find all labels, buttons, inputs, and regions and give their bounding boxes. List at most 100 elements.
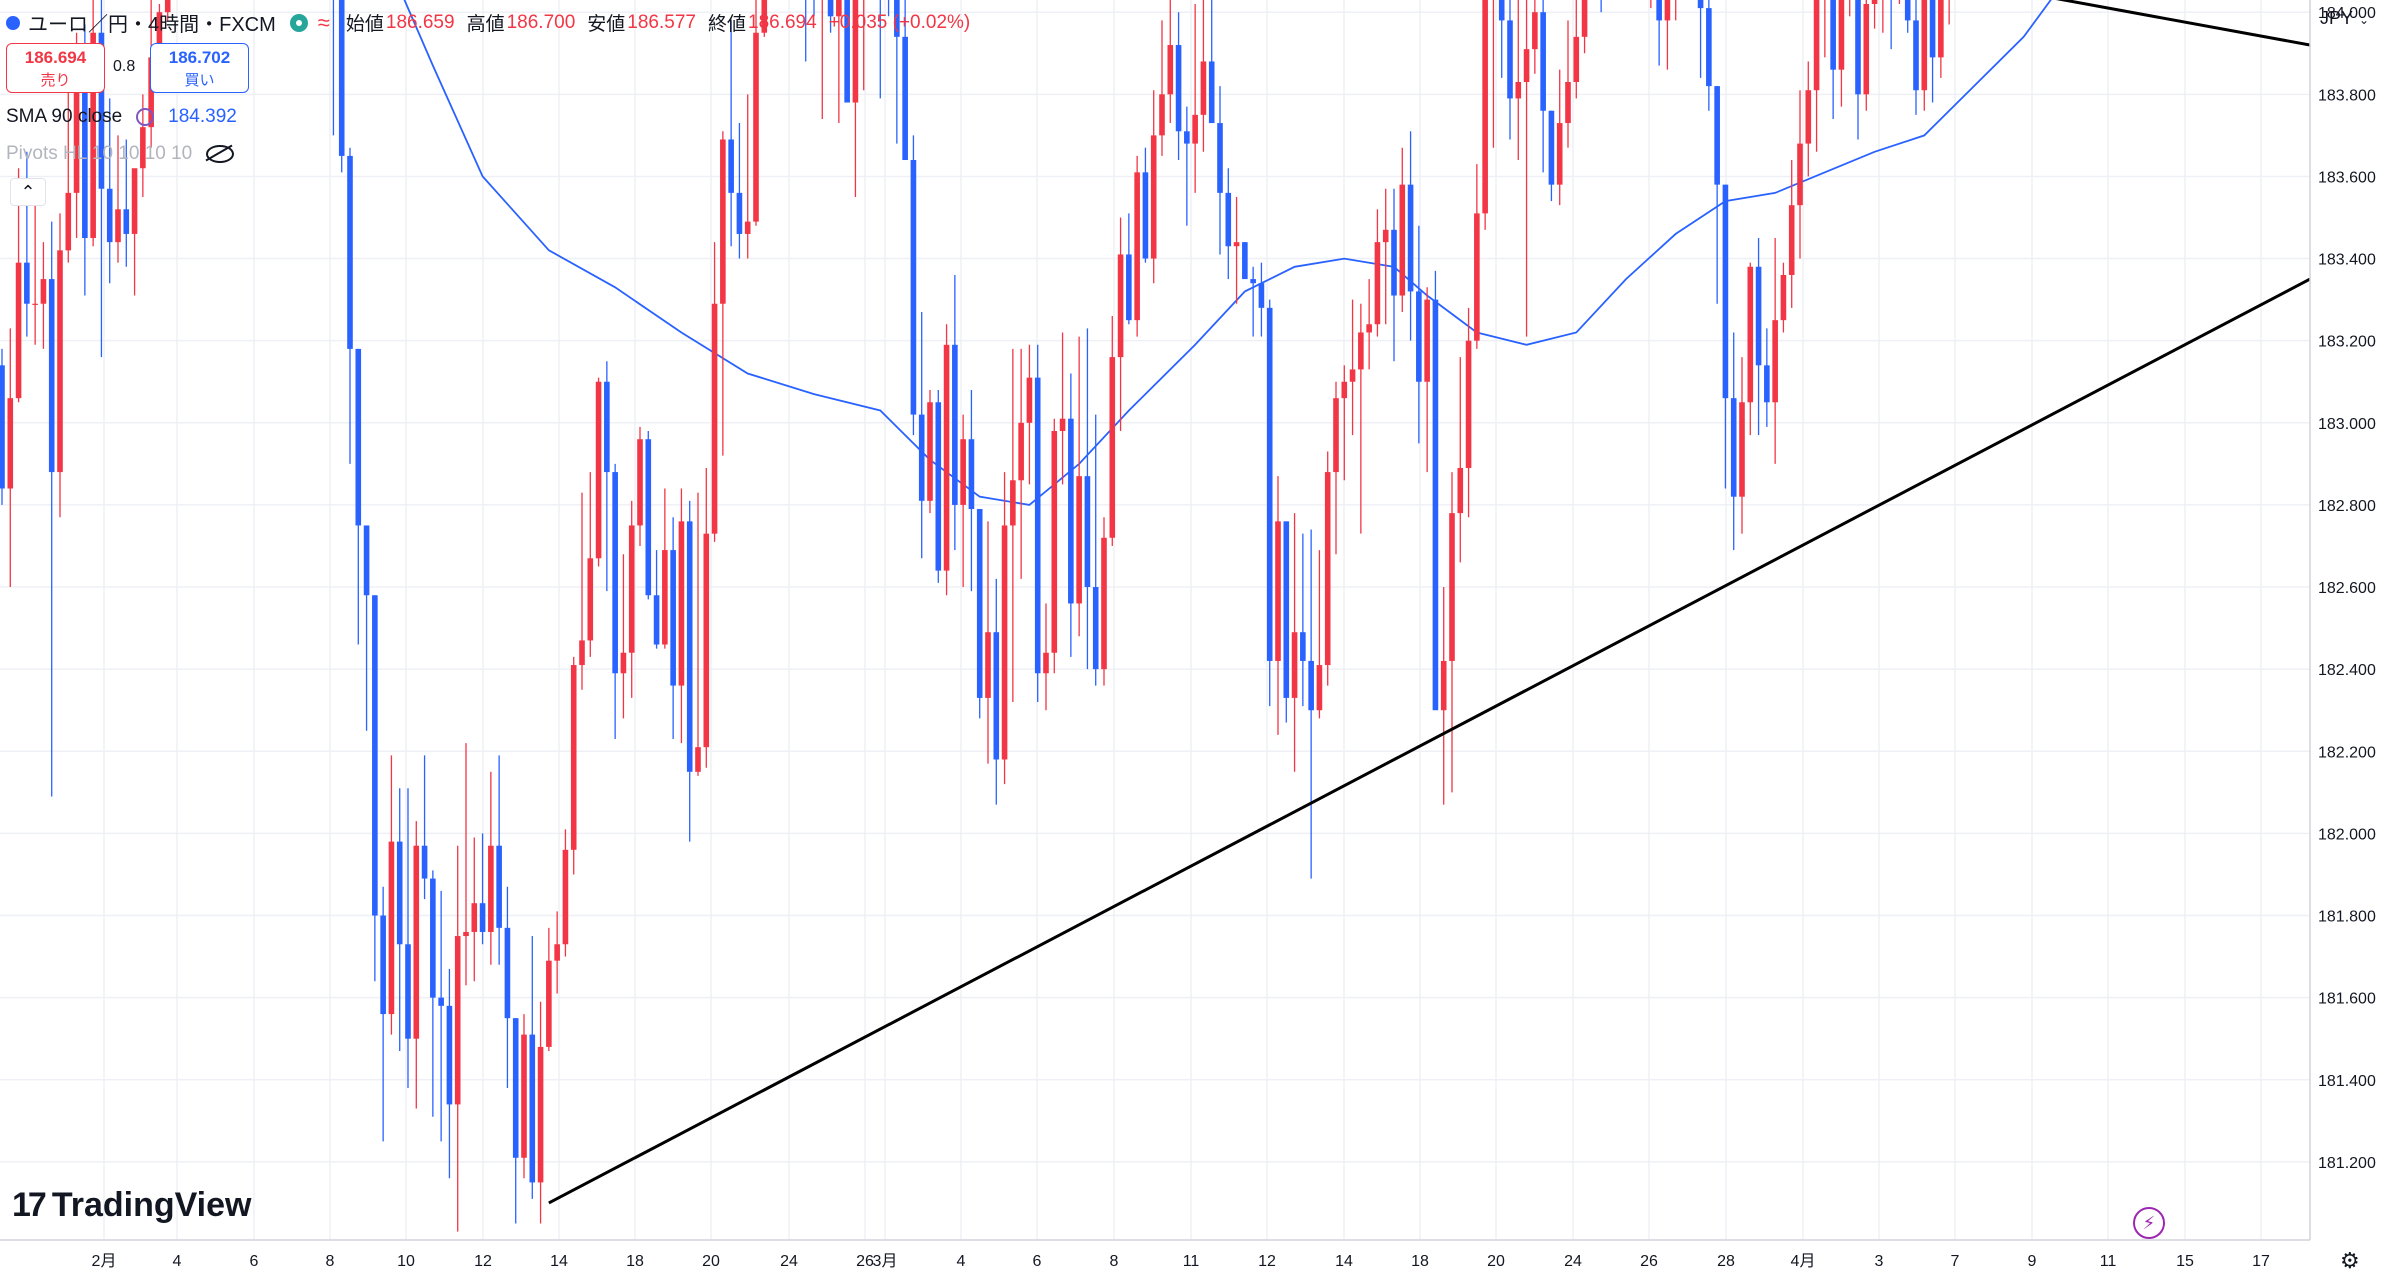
candle — [48, 221, 55, 797]
candle — [388, 755, 395, 1035]
candle-body — [1349, 369, 1356, 382]
candle-body — [1217, 123, 1223, 193]
sma-legend[interactable]: SMA 90 close 184.392 — [6, 106, 237, 128]
candle-body — [993, 632, 1000, 760]
x-tick-label: 17 — [2252, 1253, 2270, 1270]
candle-body — [1581, 0, 1588, 37]
candle-body — [438, 997, 444, 1006]
candle — [1142, 147, 1149, 263]
candle-body — [1043, 652, 1049, 674]
candle — [1764, 328, 1770, 427]
candle — [0, 348, 5, 505]
y-tick-label: 183.800 — [2318, 87, 2376, 104]
pivots-legend[interactable]: Pivots HL 10 10 10 10 — [6, 143, 235, 165]
candle-body — [57, 250, 63, 473]
candle — [960, 414, 966, 588]
chart-legend: ユーロ／円・4時間・FXCM ≈ 始値 186.659 高値 186.700 安… — [6, 8, 982, 37]
candle — [1150, 90, 1157, 284]
candle — [1010, 348, 1016, 703]
candle-body — [537, 1046, 544, 1183]
candle — [421, 755, 428, 900]
candle-body — [546, 960, 552, 1047]
x-tick-label: 4 — [957, 1253, 966, 1270]
candle-body — [1382, 229, 1389, 243]
candle — [7, 328, 14, 588]
currency-selector[interactable]: JPY ⌄ — [2320, 8, 2369, 29]
candle-body — [703, 533, 710, 748]
candle-body — [1250, 279, 1256, 284]
candle-body — [827, 0, 834, 17]
candle — [1382, 188, 1389, 325]
candle — [332, 0, 335, 136]
candle — [1565, 20, 1571, 148]
candle-body — [396, 841, 403, 945]
candle-body — [1399, 184, 1406, 296]
candle — [1904, 0, 1911, 33]
candle-body — [1904, 0, 1911, 21]
candle-body — [1300, 632, 1306, 661]
lightning-icon[interactable]: ⚡ — [2133, 1207, 2165, 1239]
candle-body — [496, 845, 502, 928]
symbol-dot-icon[interactable] — [6, 15, 20, 30]
candle-body — [595, 381, 602, 559]
candle — [753, 0, 759, 226]
candle — [1407, 131, 1414, 341]
candle — [1043, 603, 1049, 711]
tradingview-logo[interactable]: 17 TradingView — [12, 1186, 251, 1225]
chevron-up-icon[interactable]: ⌃ — [10, 178, 46, 206]
refresh-icon[interactable] — [136, 108, 155, 126]
candle — [1797, 90, 1803, 259]
x-tick-label: 26 — [856, 1253, 874, 1270]
candle — [1275, 476, 1281, 735]
candle — [736, 123, 743, 259]
x-tick-label: 3月 — [873, 1253, 898, 1270]
candle — [695, 492, 701, 776]
candle-body — [935, 402, 942, 571]
candle — [1482, 0, 1488, 230]
candle-body — [1532, 12, 1538, 50]
candle — [355, 348, 362, 645]
candle-body — [1697, 0, 1704, 9]
candle-body — [1150, 135, 1157, 259]
candle-body — [98, 32, 105, 189]
candle-body — [1084, 476, 1091, 588]
close-value: 186.694 — [748, 11, 817, 33]
candle-body — [1242, 242, 1248, 280]
candle — [879, 0, 881, 99]
candle-body — [1548, 110, 1555, 185]
candle — [927, 389, 933, 514]
candle — [1051, 418, 1058, 674]
candle — [347, 147, 353, 464]
candle — [579, 492, 585, 690]
candle — [1034, 344, 1041, 703]
candle-body — [711, 303, 718, 534]
candle-body — [1316, 665, 1323, 711]
candle-body — [1913, 20, 1919, 91]
sma-90-line — [403, 0, 2052, 506]
symbol-title[interactable]: ユーロ／円・4時間・FXCM — [28, 14, 276, 36]
y-tick-label: 181.200 — [2318, 1155, 2376, 1172]
candle-body — [894, 0, 900, 37]
candle — [1308, 529, 1314, 879]
candle — [1706, 0, 1712, 111]
candle-body — [1474, 213, 1480, 341]
buy-button[interactable]: 186.702 買い — [150, 43, 249, 93]
candle — [1159, 20, 1165, 156]
candle-body — [1465, 340, 1472, 468]
sell-button[interactable]: 186.694 売り — [6, 43, 105, 93]
candle-body — [1498, 0, 1505, 21]
candle-body — [968, 439, 975, 510]
candle — [479, 833, 486, 945]
candle — [902, 0, 908, 161]
buy-label: 買い — [184, 72, 215, 89]
candle — [106, 98, 113, 284]
candle — [454, 845, 461, 1232]
candle — [1250, 266, 1256, 337]
x-tick-label: 11 — [2100, 1253, 2117, 1270]
settings-icon[interactable]: ⚙ — [2340, 1248, 2360, 1273]
eye-off-icon[interactable] — [206, 145, 235, 163]
candle-body — [927, 402, 933, 501]
candle — [488, 771, 494, 965]
